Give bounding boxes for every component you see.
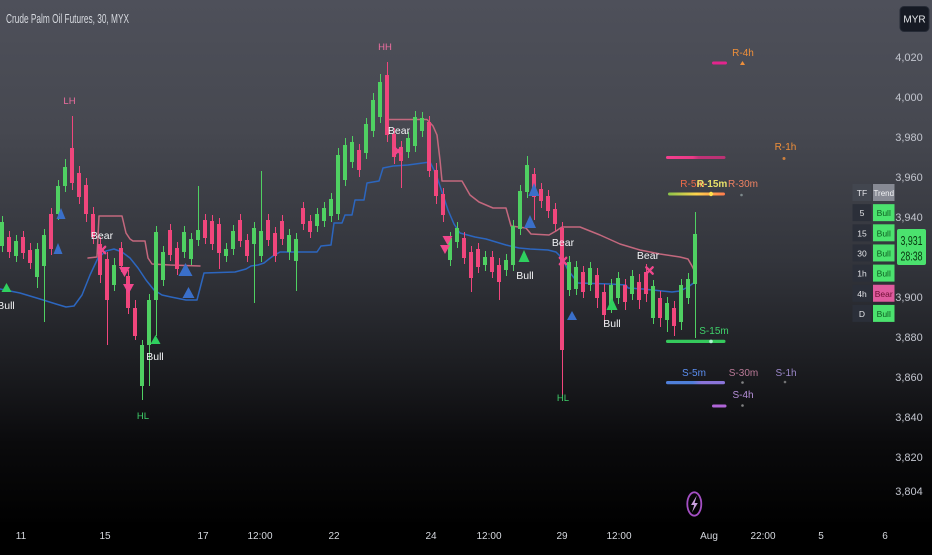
svg-text:Bull: Bull: [603, 318, 621, 330]
svg-text:5: 5: [818, 531, 824, 542]
svg-text:22: 22: [328, 531, 340, 542]
svg-text:S-1h: S-1h: [775, 368, 796, 379]
svg-text:22:00: 22:00: [750, 531, 775, 542]
svg-text:30: 30: [857, 248, 867, 258]
svg-text:HL: HL: [137, 411, 149, 422]
svg-text:3,840: 3,840: [895, 412, 923, 424]
svg-text:1h: 1h: [857, 269, 867, 279]
svg-text:S-5m: S-5m: [682, 368, 706, 379]
svg-text:Bear: Bear: [637, 250, 660, 262]
svg-text:24: 24: [425, 531, 437, 542]
svg-text:R-5m: R-5m: [680, 179, 704, 190]
svg-text:Bull: Bull: [877, 228, 891, 238]
svg-text:3,980: 3,980: [895, 132, 923, 144]
svg-text:HH: HH: [378, 42, 392, 53]
svg-text:17: 17: [197, 531, 209, 542]
svg-text:4,000: 4,000: [895, 92, 923, 104]
svg-text:Crude Palm Oil Futures, 30, MY: Crude Palm Oil Futures, 30, MYX: [6, 11, 129, 26]
svg-text:HL: HL: [557, 393, 569, 404]
svg-text:Bull: Bull: [877, 248, 891, 258]
svg-text:3,804: 3,804: [895, 486, 923, 498]
svg-text:Bull: Bull: [0, 300, 15, 312]
svg-text:12:00: 12:00: [476, 531, 501, 542]
svg-text:S-30m: S-30m: [729, 368, 758, 379]
svg-text:12:00: 12:00: [606, 531, 631, 542]
svg-text:3,880: 3,880: [895, 332, 923, 344]
svg-text:S-15m: S-15m: [699, 326, 728, 337]
svg-text:TF: TF: [857, 188, 867, 198]
svg-text:Bull: Bull: [516, 270, 534, 282]
svg-text:12:00: 12:00: [247, 531, 272, 542]
svg-text:Bear: Bear: [388, 125, 411, 137]
svg-text:3,931: 3,931: [901, 234, 923, 248]
svg-text:3,960: 3,960: [895, 172, 923, 184]
svg-text:15: 15: [857, 228, 867, 238]
svg-text:3,900: 3,900: [895, 292, 923, 304]
svg-text:28:38: 28:38: [901, 250, 923, 264]
svg-text:R-30m: R-30m: [728, 179, 758, 190]
svg-text:Bull: Bull: [146, 351, 164, 363]
svg-text:Bull: Bull: [877, 309, 891, 319]
svg-text:29: 29: [556, 531, 568, 542]
svg-text:Bull: Bull: [877, 208, 891, 218]
svg-text:R-15m: R-15m: [697, 179, 728, 190]
svg-text:S-4h: S-4h: [732, 390, 753, 401]
svg-text:4h: 4h: [857, 289, 867, 299]
svg-text:LH: LH: [63, 96, 75, 107]
svg-text:3,940: 3,940: [895, 212, 923, 224]
svg-text:R-1h: R-1h: [775, 142, 797, 153]
svg-text:Aug: Aug: [700, 531, 718, 542]
svg-text:11: 11: [16, 531, 27, 542]
svg-text:4,020: 4,020: [895, 52, 923, 64]
svg-text:Bull: Bull: [877, 269, 891, 279]
svg-text:R-4h: R-4h: [732, 48, 754, 59]
svg-text:Trend: Trend: [873, 189, 894, 198]
svg-text:3,820: 3,820: [895, 452, 923, 464]
svg-text:Bear: Bear: [91, 230, 114, 242]
svg-text:Bear: Bear: [552, 237, 575, 249]
svg-text:15: 15: [99, 531, 111, 542]
svg-text:6: 6: [882, 531, 888, 542]
svg-text:D: D: [859, 309, 865, 319]
svg-text:3,860: 3,860: [895, 372, 923, 384]
svg-text:Bear: Bear: [875, 289, 893, 299]
svg-text:5: 5: [860, 208, 865, 218]
svg-text:MYR: MYR: [903, 15, 925, 26]
